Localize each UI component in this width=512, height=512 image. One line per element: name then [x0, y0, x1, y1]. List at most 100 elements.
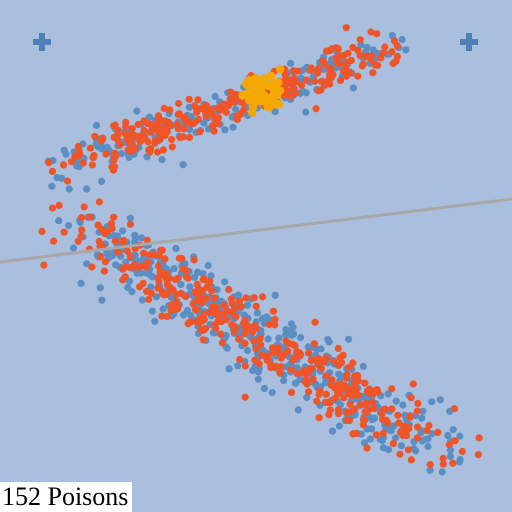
- lower-blue-point: [366, 435, 374, 443]
- upper-orange-point: [127, 147, 135, 155]
- upper-highlight-point: [245, 96, 254, 105]
- lower-orange-point: [88, 263, 96, 271]
- lower-orange-point: [208, 287, 216, 295]
- lower-orange-point: [409, 380, 417, 388]
- lower-orange-point: [111, 237, 119, 245]
- lower-orange-point: [240, 330, 249, 338]
- upper-orange-point: [369, 69, 377, 77]
- lower-blue-point: [438, 468, 446, 476]
- lower-orange-point: [256, 334, 264, 342]
- lower-orange-point: [94, 221, 102, 229]
- lower-orange-point: [168, 301, 176, 309]
- lower-blue-point: [424, 442, 432, 451]
- lower-orange-point: [119, 265, 127, 273]
- lower-orange-point: [310, 340, 318, 348]
- lower-orange-point: [149, 250, 157, 258]
- lower-orange-point: [349, 359, 357, 367]
- lower-orange-point: [309, 375, 317, 384]
- lower-orange-point: [110, 213, 118, 221]
- lower-orange-point: [425, 421, 433, 430]
- lower-blue-point: [359, 362, 367, 370]
- lower-blue-point: [288, 331, 296, 339]
- upper-highlight-point: [268, 100, 277, 109]
- lower-orange-point: [195, 291, 203, 299]
- lower-orange-point: [450, 405, 459, 413]
- upper-highlight-point: [238, 91, 247, 100]
- lower-orange-point: [252, 302, 260, 310]
- lower-orange-point: [182, 292, 190, 301]
- lower-orange-point: [348, 392, 356, 400]
- lower-orange-point: [161, 255, 169, 263]
- lower-orange-point: [250, 294, 258, 302]
- upper-orange-point: [207, 105, 215, 114]
- lower-orange-point: [80, 203, 88, 211]
- lower-orange-point: [327, 381, 335, 389]
- lower-orange-point: [439, 460, 447, 468]
- upper-orange-point: [362, 52, 370, 61]
- lower-blue-point: [370, 414, 379, 422]
- lower-orange-point: [445, 441, 453, 449]
- lower-orange-point: [154, 284, 162, 292]
- upper-orange-point: [280, 77, 288, 85]
- lower-orange-point: [343, 371, 351, 379]
- lower-orange-point: [175, 254, 183, 262]
- upper-orange-point: [307, 64, 315, 72]
- upper-orange-point: [283, 87, 291, 95]
- lower-orange-point: [55, 201, 63, 209]
- lower-blue-point: [83, 260, 91, 268]
- upper-highlight-point: [275, 65, 285, 74]
- lower-orange-point: [191, 306, 200, 314]
- lower-orange-point: [407, 456, 415, 464]
- plus-icon[interactable]: [33, 33, 51, 51]
- lower-orange-point: [340, 394, 348, 402]
- upper-blue-point: [349, 84, 357, 92]
- lower-orange-point: [458, 447, 466, 456]
- lower-orange-point: [439, 454, 447, 462]
- lower-orange-point: [244, 322, 252, 330]
- lower-orange-point: [284, 347, 292, 355]
- lower-orange-point: [341, 381, 349, 389]
- lower-orange-point: [213, 311, 221, 319]
- lower-orange-point: [154, 274, 162, 282]
- lower-blue-point: [253, 309, 261, 317]
- lower-orange-point: [259, 293, 267, 301]
- upper-blue-point: [369, 46, 377, 54]
- lower-orange-point: [38, 227, 46, 235]
- lower-blue-point: [428, 398, 436, 406]
- lower-orange-point: [350, 380, 358, 388]
- upper-orange-point: [86, 144, 94, 152]
- lower-blue-point: [172, 245, 180, 253]
- upper-orange-point: [168, 143, 176, 151]
- lower-orange-point: [202, 294, 210, 302]
- upper-orange-point: [176, 134, 184, 142]
- lower-orange-point: [373, 386, 381, 394]
- lower-orange-point: [474, 451, 482, 459]
- upper-orange-point: [367, 28, 375, 36]
- decision-boundary-line: [0, 197, 512, 264]
- lower-blue-point: [426, 466, 434, 474]
- lower-orange-point: [287, 388, 296, 396]
- lower-blue-point: [384, 446, 393, 454]
- lower-blue-point: [412, 447, 420, 455]
- upper-orange-point: [45, 159, 53, 167]
- lower-orange-point: [186, 318, 194, 326]
- upper-orange-point: [175, 99, 183, 108]
- lower-orange-point: [121, 273, 129, 281]
- lower-orange-point: [206, 308, 214, 316]
- lower-orange-point: [413, 407, 421, 415]
- upper-highlight-point: [275, 86, 285, 95]
- lower-blue-point: [291, 379, 300, 387]
- lower-blue-point: [138, 234, 146, 242]
- plus-icon[interactable]: [460, 33, 478, 51]
- lower-blue-point: [119, 227, 127, 235]
- lower-orange-point: [189, 300, 197, 308]
- lower-orange-point: [114, 248, 122, 256]
- upper-orange-point: [144, 119, 152, 128]
- lower-orange-point: [335, 380, 343, 388]
- lower-blue-point: [207, 272, 215, 280]
- lower-orange-point: [199, 336, 207, 344]
- upper-highlight-point: [267, 93, 276, 102]
- lower-blue-point: [419, 407, 427, 415]
